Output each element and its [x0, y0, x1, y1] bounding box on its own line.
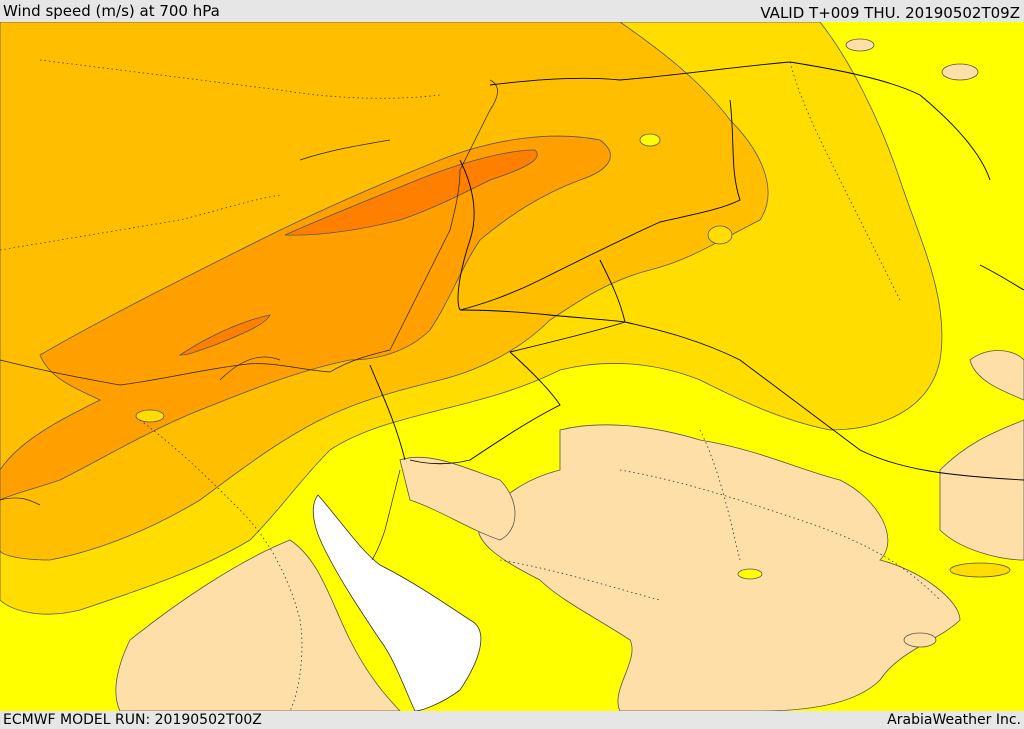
map-canvas: [0, 22, 1024, 711]
wind-band-level-4: [0, 135, 611, 501]
map-title: Wind speed (m/s) at 700 hPa: [3, 2, 220, 20]
low-wind-spot: [941, 63, 979, 81]
admin-boundaries: [0, 59, 941, 711]
low-wind-spot: [903, 632, 937, 648]
calm-spot: [949, 562, 1011, 578]
low-wind-area-iraq: [969, 350, 1024, 401]
low-wind-area-egypt: [115, 539, 401, 711]
wind-core-level-5-south: [178, 314, 271, 356]
calm-spot: [639, 133, 661, 147]
low-wind-area-east: [939, 419, 1024, 561]
low-wind-spot: [845, 38, 875, 52]
footer-bar: ECMWF MODEL RUN: 20190502T00Z ArabiaWeat…: [0, 711, 1024, 729]
red-sea-blank: [312, 494, 482, 711]
calm-spot: [737, 568, 763, 580]
wind-core-level-5-north: [284, 149, 538, 236]
model-run: ECMWF MODEL RUN: 20190502T00Z: [3, 712, 262, 728]
valid-time: VALID T+009 THU. 20190502T09Z: [760, 4, 1020, 22]
low-wind-area-sinai: [399, 456, 516, 541]
calm-spot: [707, 225, 733, 245]
credit-text: ArabiaWeather Inc.: [887, 712, 1021, 728]
low-wind-area-arabia: [477, 424, 961, 711]
country-borders: [369, 61, 1024, 481]
coastlines: [0, 79, 498, 561]
weather-map[interactable]: [0, 22, 1024, 711]
header-bar: Wind speed (m/s) at 700 hPa VALID T+009 …: [0, 0, 1024, 22]
calm-spot: [135, 409, 165, 423]
